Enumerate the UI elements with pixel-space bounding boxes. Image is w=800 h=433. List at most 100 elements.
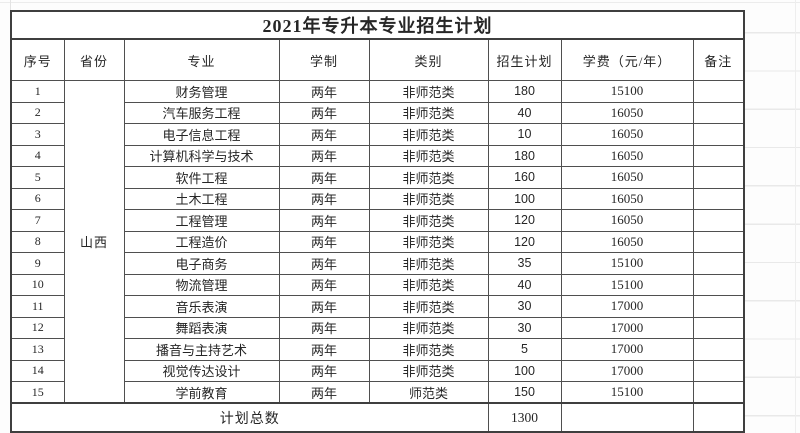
cell-no: 4: [10, 144, 65, 167]
cell-major: 电子商务: [123, 252, 280, 275]
col-header-province: 省份: [63, 38, 125, 81]
cell-plan: 120: [487, 209, 562, 232]
cell-tuition: 15100: [560, 80, 694, 103]
cell-no: 14: [10, 359, 65, 382]
background-gridline-top: [0, 2, 800, 3]
table-row: 1 山西 财务管理 两年 非师范类 180 15100: [10, 80, 745, 404]
cell-plan: 100: [487, 359, 562, 382]
col-header-note: 备注: [692, 38, 745, 81]
cell-major: 播音与主持艺术: [123, 338, 280, 361]
cell-duration: 两年: [278, 144, 370, 167]
cell-major: 物流管理: [123, 273, 280, 296]
cell-plan: 10: [487, 123, 562, 146]
cell-duration: 两年: [278, 252, 370, 275]
cell-note: [692, 209, 745, 232]
cell-note: [692, 101, 745, 124]
cell-note: [692, 295, 745, 318]
cell-plan: 35: [487, 252, 562, 275]
table-title: 2021年专升本专业招生计划: [10, 10, 745, 40]
cell-tuition: 17000: [560, 295, 694, 318]
col-header-duration: 学制: [278, 38, 370, 81]
cell-duration: 两年: [278, 273, 370, 296]
cell-plan: 150: [487, 381, 562, 404]
cell-tuition: 15100: [560, 381, 694, 404]
cell-category: 非师范类: [368, 144, 489, 167]
cell-category: 非师范类: [368, 338, 489, 361]
cell-no: 2: [10, 101, 65, 124]
cell-category: 非师范类: [368, 252, 489, 275]
cell-category: 非师范类: [368, 359, 489, 382]
col-header-plan: 招生计划: [487, 38, 562, 81]
total-tuition-empty: [560, 402, 694, 433]
cell-major: 计算机科学与技术: [123, 144, 280, 167]
cell-no: 9: [10, 252, 65, 275]
cell-duration: 两年: [278, 123, 370, 146]
cell-no: 11: [10, 295, 65, 318]
table-row: 11 音乐表演 两年 非师范类 30 17000: [10, 295, 745, 318]
background-gridlines-right: [744, 0, 800, 433]
cell-plan: 100: [487, 187, 562, 210]
cell-major: 视觉传达设计: [123, 359, 280, 382]
cell-note: [692, 123, 745, 146]
cell-category: 非师范类: [368, 295, 489, 318]
table-row: 13 播音与主持艺术 两年 非师范类 5 17000: [10, 338, 745, 361]
cell-plan: 5: [487, 338, 562, 361]
col-header-no: 序号: [10, 38, 65, 81]
cell-tuition: 16050: [560, 144, 694, 167]
cell-major: 电子信息工程: [123, 123, 280, 146]
cell-note: [692, 166, 745, 189]
cell-category: 非师范类: [368, 273, 489, 296]
cell-duration: 两年: [278, 101, 370, 124]
cell-plan: 160: [487, 166, 562, 189]
col-header-category: 类别: [368, 38, 489, 81]
cell-tuition: 16050: [560, 166, 694, 189]
cell-duration: 两年: [278, 187, 370, 210]
total-plan-value: 1300: [487, 402, 562, 433]
col-header-major: 专业: [123, 38, 280, 81]
cell-plan: 120: [487, 230, 562, 253]
cell-note: [692, 338, 745, 361]
cell-tuition: 17000: [560, 316, 694, 339]
cell-major: 舞蹈表演: [123, 316, 280, 339]
table-row: 2 汽车服务工程 两年 非师范类 40 16050: [10, 101, 745, 124]
cell-major: 工程造价: [123, 230, 280, 253]
cell-no: 8: [10, 230, 65, 253]
col-header-tuition: 学费（元/年）: [560, 38, 694, 81]
background-gridline-vertical: [795, 0, 796, 433]
cell-duration: 两年: [278, 338, 370, 361]
cell-plan: 30: [487, 295, 562, 318]
cell-major: 汽车服务工程: [123, 101, 280, 124]
cell-note: [692, 252, 745, 275]
cell-tuition: 17000: [560, 338, 694, 361]
table-row: 10 物流管理 两年 非师范类 40 15100: [10, 273, 745, 296]
cell-duration: 两年: [278, 80, 370, 103]
cell-no: 12: [10, 316, 65, 339]
cell-category: 非师范类: [368, 80, 489, 103]
cell-note: [692, 230, 745, 253]
cell-province: 山西: [63, 80, 125, 404]
cell-no: 5: [10, 166, 65, 189]
cell-major: 财务管理: [123, 80, 280, 103]
cell-note: [692, 359, 745, 382]
cell-tuition: 16050: [560, 209, 694, 232]
cell-category: 非师范类: [368, 316, 489, 339]
table-row: 9 电子商务 两年 非师范类 35 15100: [10, 252, 745, 275]
cell-no: 10: [10, 273, 65, 296]
cell-tuition: 16050: [560, 101, 694, 124]
table-body: 1 山西 财务管理 两年 非师范类 180 15100 2 汽车服务工程 两年 …: [10, 80, 745, 404]
cell-plan: 180: [487, 80, 562, 103]
cell-tuition: 15100: [560, 252, 694, 275]
cell-major: 土木工程: [123, 187, 280, 210]
total-row: 计划总数 1300: [10, 402, 745, 433]
total-label: 计划总数: [10, 402, 489, 433]
cell-category: 非师范类: [368, 123, 489, 146]
cell-no: 3: [10, 123, 65, 146]
cell-no: 1: [10, 80, 65, 103]
cell-plan: 40: [487, 101, 562, 124]
cell-plan: 180: [487, 144, 562, 167]
cell-major: 软件工程: [123, 166, 280, 189]
cell-major: 音乐表演: [123, 295, 280, 318]
title-row: 2021年专升本专业招生计划: [10, 10, 745, 40]
cell-tuition: 16050: [560, 187, 694, 210]
cell-duration: 两年: [278, 295, 370, 318]
